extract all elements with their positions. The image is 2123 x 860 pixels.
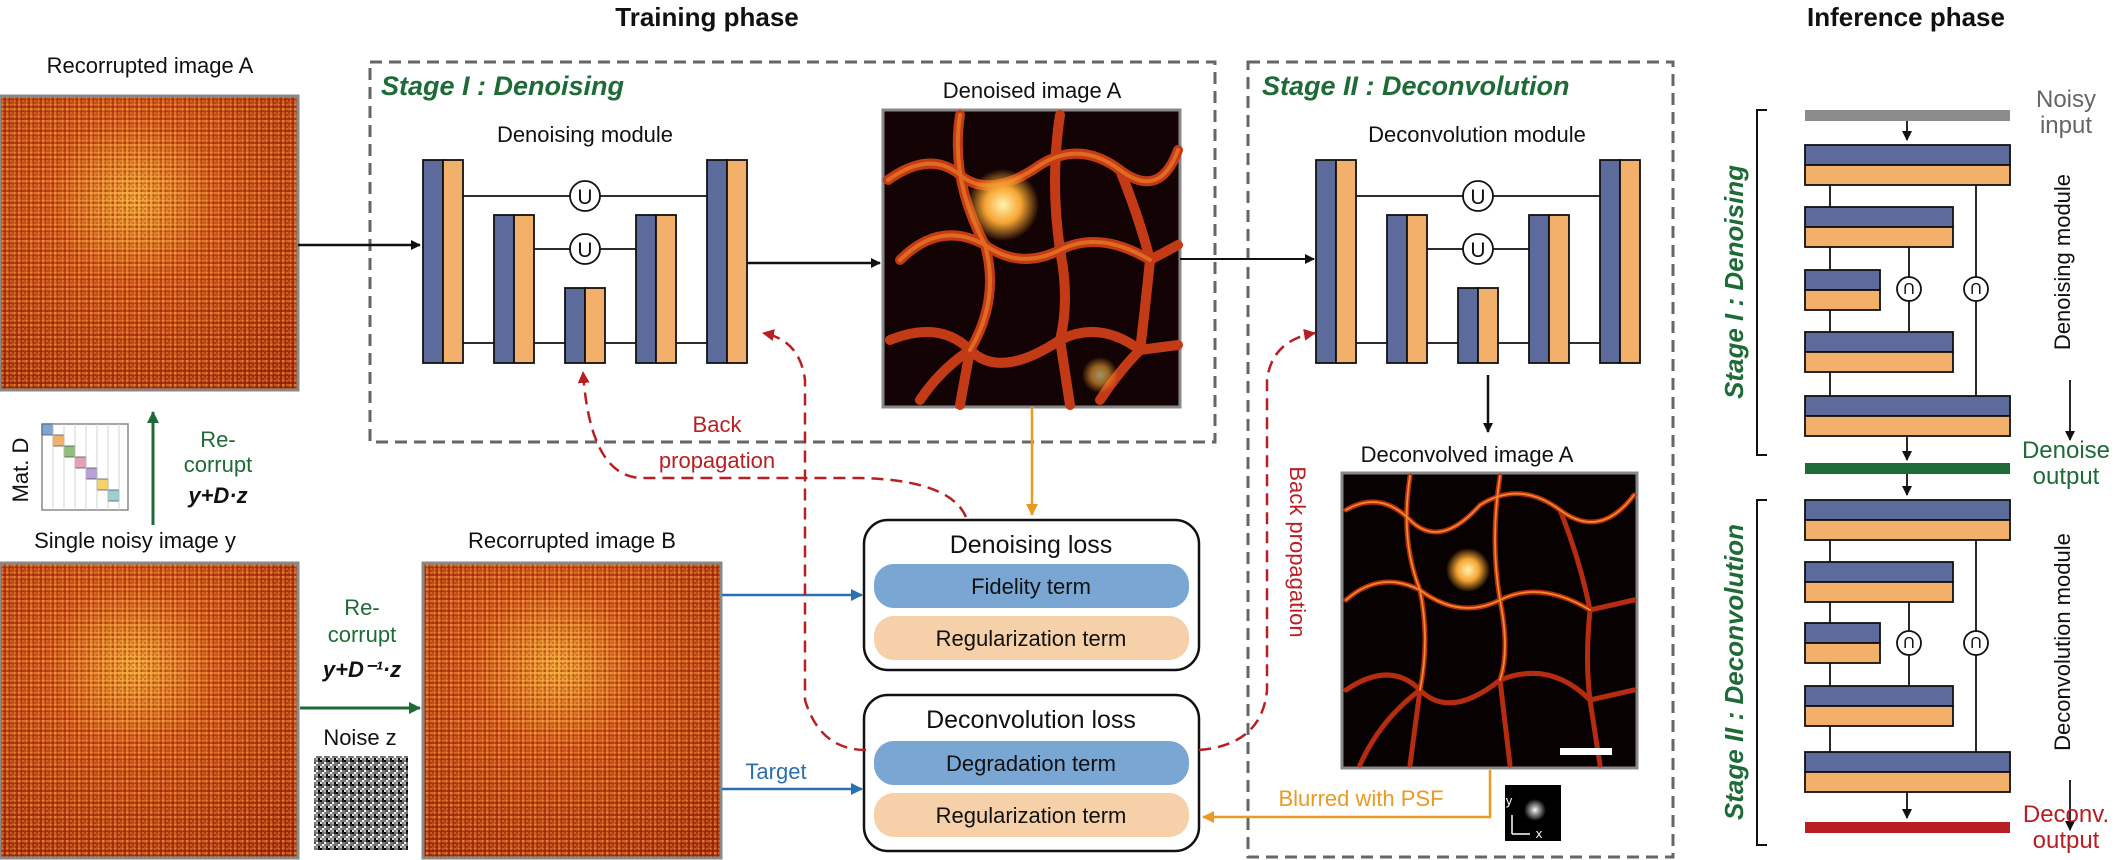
inf-skip-symbol-1: U — [1903, 279, 1915, 296]
recorrupted-image-b — [421, 561, 723, 860]
inference-deconv-module-label: Deconvolution module — [2050, 533, 2075, 751]
denoising-unet — [422, 159, 748, 364]
denoise-output-label-2: output — [2033, 463, 2100, 490]
psf-x-label: x — [1536, 826, 1543, 841]
denoising-module-label: Denoising module — [497, 122, 673, 147]
scale-bar — [1560, 748, 1612, 755]
stage2-title: Stage II : Deconvolution — [1262, 71, 1570, 101]
back-prop-denoising-arrow-2 — [762, 329, 867, 752]
recorrupted-image-b-label: Recorrupted image B — [468, 528, 676, 553]
recorrupt-top-formula: y+D·z — [187, 483, 247, 508]
denoised-image-label: Denoised image A — [943, 78, 1122, 103]
deconvolved-image-label: Deconvolved image A — [1361, 442, 1574, 467]
deconvolution-unet — [1315, 159, 1641, 364]
noise-z-label: Noise z — [323, 725, 396, 750]
blurred-psf-arrow — [1202, 770, 1492, 823]
recorrupt-top-label-2: corrupt — [184, 452, 252, 477]
training-phase-header: Training phase — [615, 2, 799, 32]
back-prop-deconv-arrow — [1198, 328, 1316, 752]
recorrupted-image-a — [0, 94, 300, 392]
regularization-term-1: Regularization term — [936, 626, 1127, 651]
inference-denoising-module-label: Denoising module — [2050, 174, 2075, 350]
regularization-term-2: Regularization term — [936, 803, 1127, 828]
noise-z-image — [314, 756, 408, 850]
inference-pipeline — [1756, 109, 2075, 846]
deconv-output-label-1: Deconv. — [2023, 801, 2109, 828]
deconv-skip-symbol-2: U — [1470, 239, 1485, 262]
denoising-loss-box — [862, 518, 1201, 672]
target-label: Target — [745, 759, 806, 784]
psf-y-label: y — [1506, 793, 1513, 808]
recorrupt-top-label-1: Re- — [200, 427, 235, 452]
inference-phase-header: Inference phase — [1807, 2, 2005, 32]
deconvolved-image — [1340, 471, 1639, 770]
denoising-skip-symbol-2: U — [577, 239, 592, 262]
deconv-output-label-2: output — [2033, 827, 2100, 854]
mat-d-label: Mat. D — [8, 438, 33, 503]
inf-skip-symbol-3: U — [1903, 633, 1915, 650]
single-noisy-image — [0, 561, 300, 860]
degradation-term: Degradation term — [946, 751, 1116, 776]
deconvolution-loss-title: Deconvolution loss — [926, 706, 1136, 734]
recorrupt-mid-label-2: corrupt — [328, 622, 396, 647]
inference-stage1-label: Stage I : Denoising — [1719, 165, 1749, 399]
single-noisy-image-label: Single noisy image y — [34, 528, 236, 553]
denoising-loss-title: Denoising loss — [950, 531, 1113, 559]
deconv-skip-symbol-1: U — [1470, 186, 1485, 209]
recorrupt-mid-label-1: Re- — [344, 595, 379, 620]
inf-skip-symbol-2: U — [1970, 279, 1982, 296]
back-prop-label-2: propagation — [659, 448, 775, 473]
denoised-image — [881, 108, 1183, 410]
denoising-skip-symbol-1: U — [577, 186, 592, 209]
deconvolution-loss-box — [862, 693, 1201, 853]
recorrupt-mid-formula: y+D⁻¹·z — [322, 657, 401, 682]
fidelity-term: Fidelity term — [971, 574, 1091, 599]
psf-icon — [1505, 785, 1561, 841]
stage1-title: Stage I : Denoising — [381, 71, 625, 101]
matrix-d-icon — [41, 423, 129, 511]
deconvolution-module-label: Deconvolution module — [1368, 122, 1586, 147]
stage1-box — [368, 60, 1217, 444]
inf-skip-symbol-4: U — [1970, 633, 1982, 650]
noisy-input-label-2: input — [2040, 112, 2092, 139]
stage2-box — [1246, 60, 1675, 859]
back-prop-denoising-arrow — [577, 371, 968, 518]
noisy-input-label-1: Noisy — [2036, 86, 2096, 113]
blurred-psf-label: Blurred with PSF — [1278, 786, 1443, 811]
back-prop-label-1: Back — [693, 412, 743, 437]
denoise-output-label-1: Denoise — [2022, 437, 2110, 464]
recorrupted-image-a-label: Recorrupted image A — [47, 53, 254, 78]
back-prop-vertical-label: Back propagation — [1285, 466, 1310, 637]
inference-stage2-label: Stage II : Deconvolution — [1719, 524, 1749, 820]
